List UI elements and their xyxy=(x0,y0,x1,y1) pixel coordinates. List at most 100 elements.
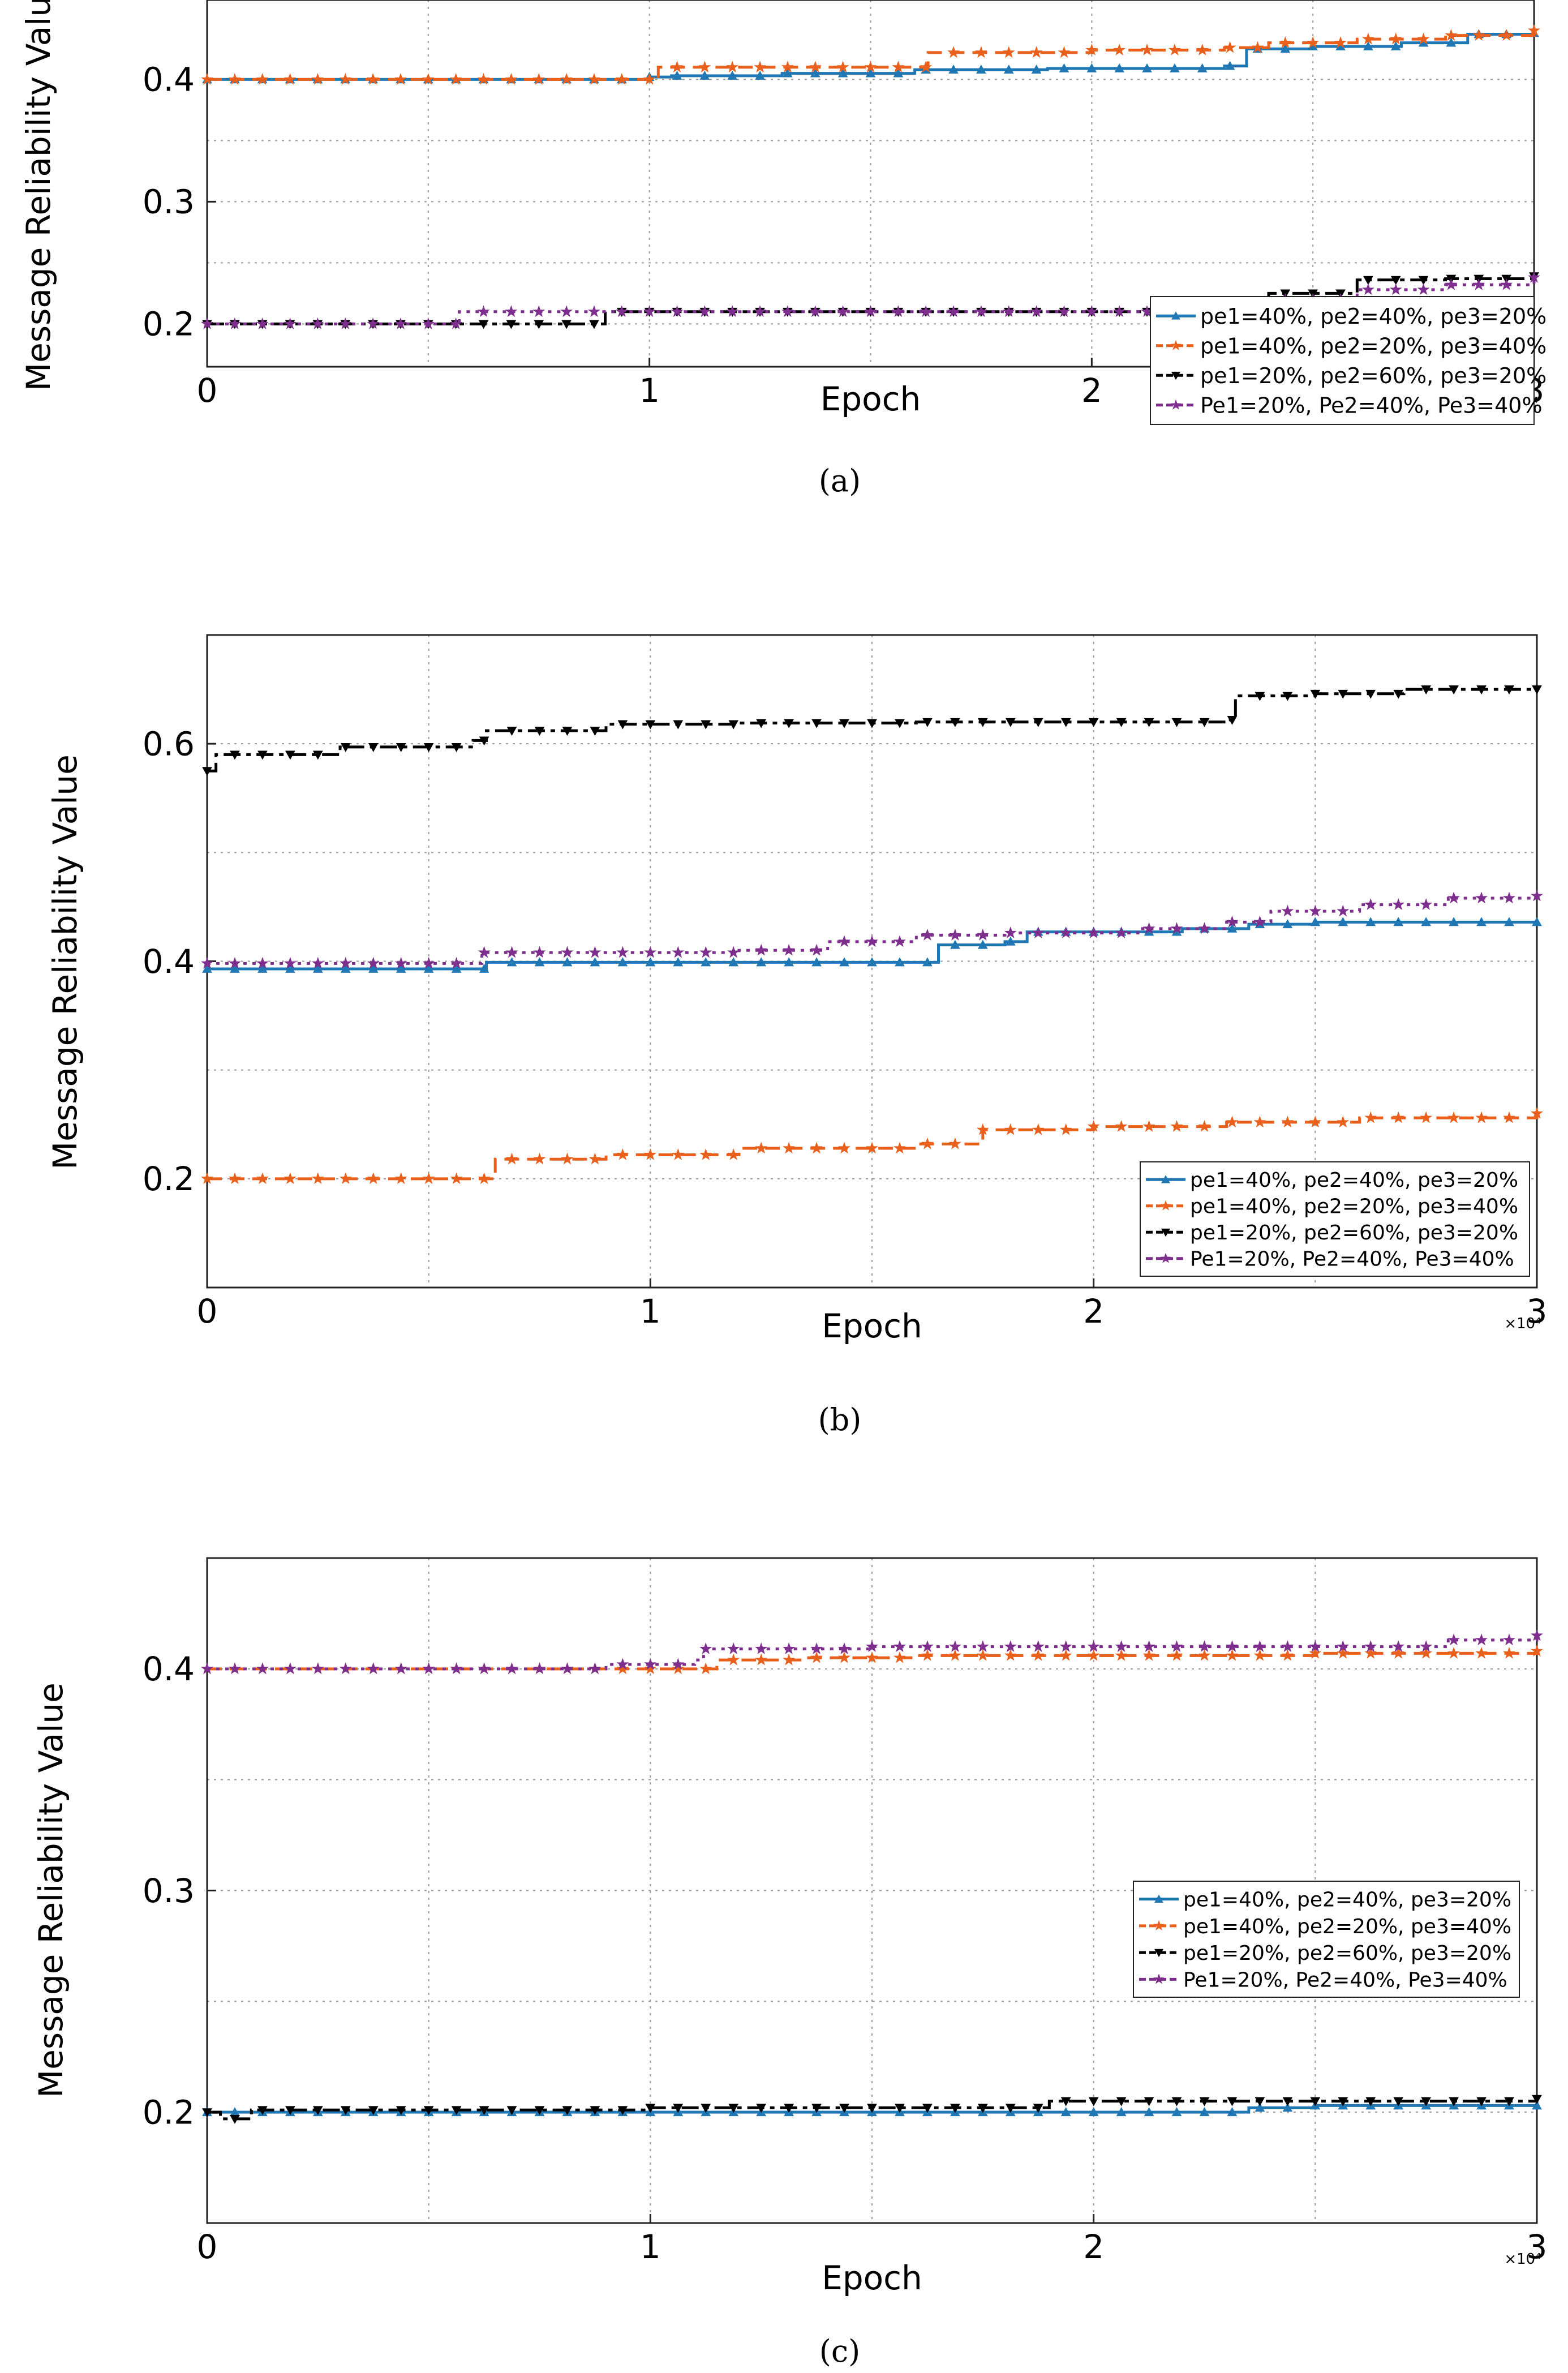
data-point xyxy=(1255,2102,1265,2112)
data-point xyxy=(699,1642,712,1654)
data-point xyxy=(368,963,379,973)
data-point xyxy=(947,46,960,58)
data-point xyxy=(1088,718,1099,727)
data-point xyxy=(839,2104,849,2113)
data-point xyxy=(1500,29,1513,41)
data-point xyxy=(1475,1646,1488,1659)
data-point xyxy=(1361,283,1374,295)
data-point xyxy=(423,2106,434,2115)
data-point xyxy=(1420,1111,1433,1123)
legend-marker xyxy=(1161,1175,1170,1183)
data-point xyxy=(1033,2104,1043,2113)
data-point xyxy=(1418,276,1429,285)
data-point xyxy=(1088,2097,1099,2106)
data-point xyxy=(1309,904,1322,917)
data-point xyxy=(950,939,960,949)
data-point xyxy=(1392,898,1405,910)
data-point xyxy=(202,963,212,973)
data-point xyxy=(1504,685,1514,695)
data-point xyxy=(783,68,793,78)
data-point xyxy=(974,305,987,317)
legend-marker xyxy=(1154,1949,1163,1958)
data-point xyxy=(1310,917,1321,926)
data-point xyxy=(1337,1646,1350,1659)
data-point xyxy=(587,305,600,317)
data-point xyxy=(256,317,269,329)
data-point xyxy=(1447,891,1460,904)
data-point xyxy=(1363,41,1373,50)
data-point xyxy=(698,305,711,317)
data-point xyxy=(394,317,407,329)
legend-marker xyxy=(1153,1920,1165,1930)
data-point xyxy=(811,719,822,728)
data-point xyxy=(450,1662,463,1675)
y-tick-label: 0.4 xyxy=(143,61,195,99)
data-point xyxy=(283,317,297,329)
data-point xyxy=(1337,1640,1350,1653)
plot-area xyxy=(206,0,1535,368)
data-point xyxy=(1445,278,1458,290)
data-point xyxy=(839,957,849,967)
data-point xyxy=(673,957,684,967)
data-point xyxy=(339,72,352,85)
x-tick-label: 2 xyxy=(1081,371,1102,410)
data-point xyxy=(950,2104,960,2113)
data-point xyxy=(1281,1115,1294,1128)
data-point xyxy=(587,72,600,85)
data-point xyxy=(701,957,711,967)
data-point xyxy=(1531,1629,1543,1641)
data-point xyxy=(1364,1640,1377,1653)
data-point xyxy=(1059,1123,1072,1135)
data-point xyxy=(1227,2107,1238,2117)
legend-label: Pe1=20%, Pe2=40%, Pe3=40% xyxy=(1190,1248,1514,1271)
x-tick-label: 2 xyxy=(1083,1292,1104,1331)
data-point xyxy=(1087,926,1100,938)
data-point xyxy=(479,963,489,973)
y-axis-label: Message Reliability Value xyxy=(32,1683,70,2098)
data-point xyxy=(1170,1640,1183,1653)
data-point xyxy=(1060,2097,1071,2106)
data-point xyxy=(1032,1640,1045,1653)
series-3 xyxy=(202,685,1542,776)
data-point xyxy=(1500,278,1513,290)
data-point xyxy=(1310,689,1321,699)
data-point xyxy=(1004,926,1017,938)
data-point xyxy=(895,719,905,728)
data-point xyxy=(1253,915,1266,928)
data-point xyxy=(1255,2097,1265,2106)
data-point xyxy=(1059,926,1072,938)
data-point xyxy=(588,1662,602,1675)
data-point xyxy=(1005,2104,1016,2113)
data-point xyxy=(1281,1649,1294,1661)
data-point xyxy=(1171,718,1182,727)
data-point xyxy=(367,72,380,85)
data-point xyxy=(1226,1640,1239,1653)
data-point xyxy=(1390,276,1401,285)
data-point xyxy=(644,1148,657,1160)
data-point xyxy=(867,2104,877,2113)
data-point xyxy=(754,61,767,73)
data-point xyxy=(506,957,517,967)
data-point xyxy=(506,320,517,329)
data-point xyxy=(1310,2097,1321,2106)
legend-marker xyxy=(1161,1228,1170,1237)
data-point xyxy=(699,1148,712,1160)
data-point xyxy=(866,1640,878,1653)
data-point xyxy=(396,963,406,973)
data-point xyxy=(1085,44,1098,55)
y-tick-label: 0.2 xyxy=(143,305,195,344)
data-point xyxy=(1171,2107,1182,2117)
data-point xyxy=(339,1172,352,1185)
data-point xyxy=(1168,44,1181,55)
data-point xyxy=(727,1653,740,1666)
data-point xyxy=(283,1172,297,1185)
legend-label: Pe1=20%, Pe2=40%, Pe3=40% xyxy=(1200,393,1543,418)
data-point xyxy=(974,46,987,58)
data-point xyxy=(533,946,546,958)
data-point xyxy=(1170,1649,1183,1661)
data-point xyxy=(1005,936,1016,946)
data-point xyxy=(1032,1649,1045,1661)
data-point xyxy=(1086,63,1097,72)
data-point xyxy=(1115,1120,1128,1132)
data-point xyxy=(948,928,961,941)
